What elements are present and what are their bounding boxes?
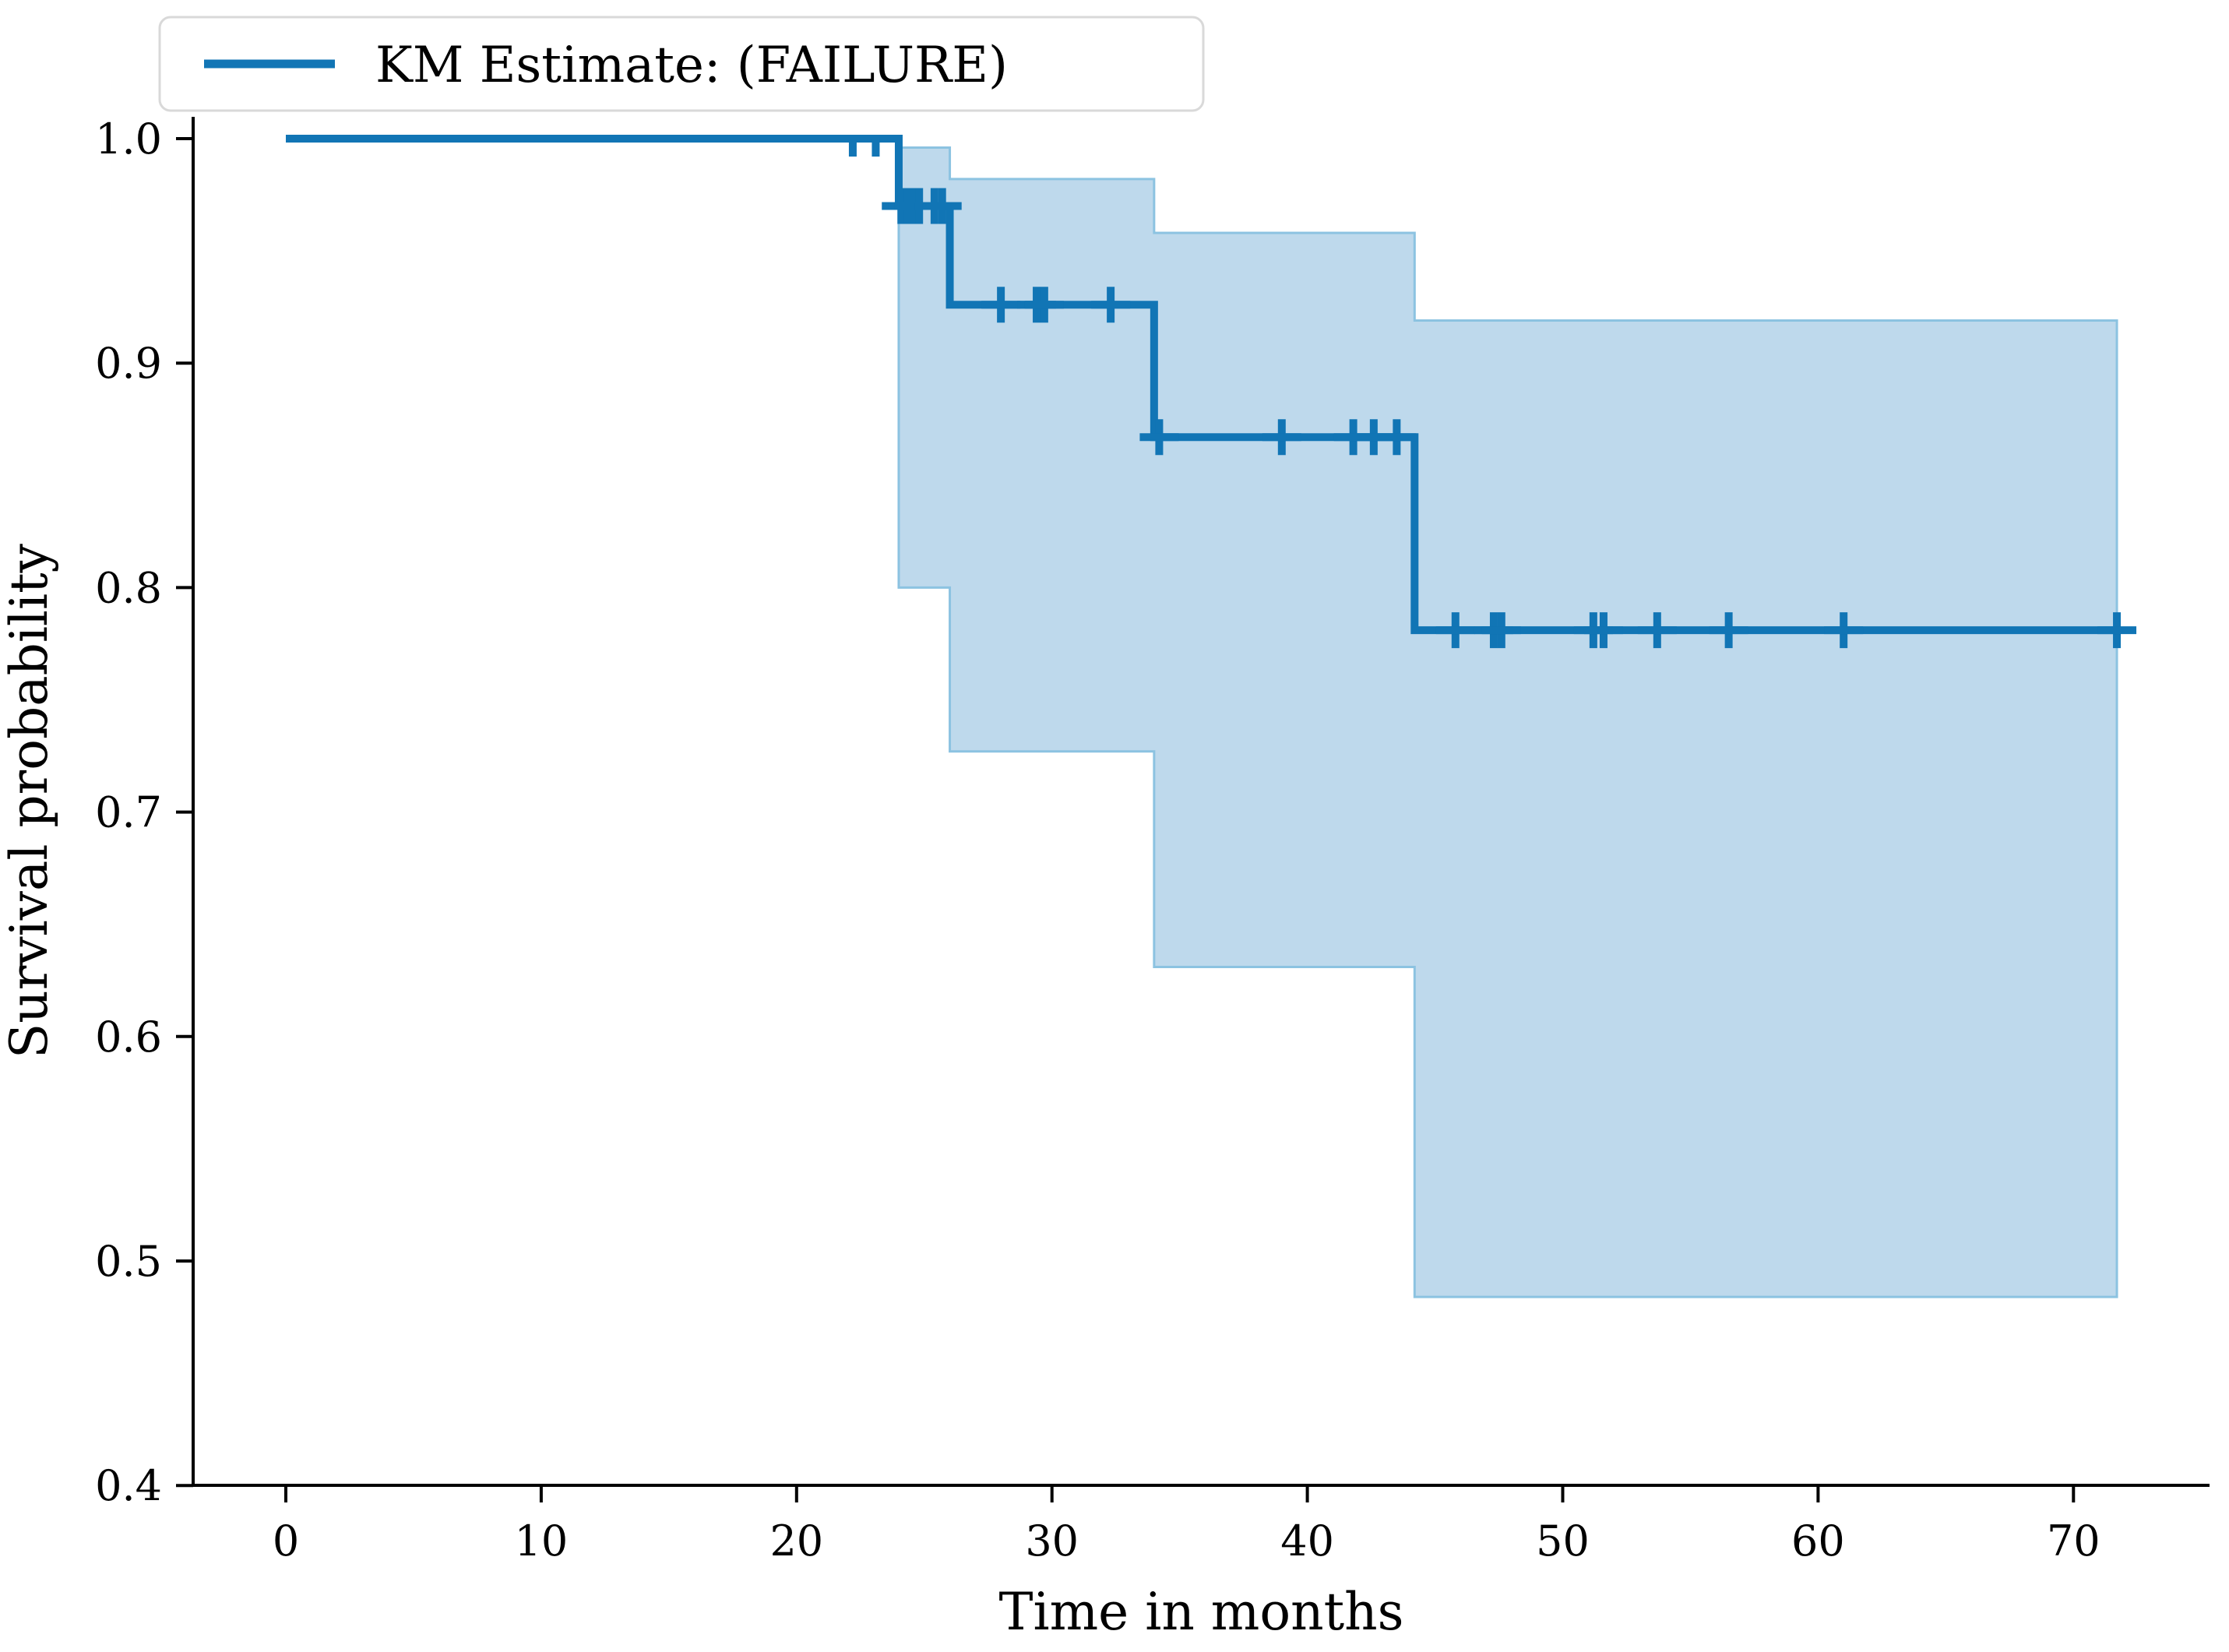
y-tick-label: 0.4 — [95, 1461, 162, 1510]
y-tick-label: 0.8 — [95, 563, 162, 612]
x-tick-label: 70 — [2047, 1516, 2100, 1566]
x-tick-label: 60 — [1791, 1516, 1845, 1566]
x-tick-label: 0 — [273, 1516, 299, 1566]
y-tick-label: 0.5 — [95, 1237, 162, 1286]
y-tick-label: 0.6 — [95, 1013, 162, 1062]
y-tick-label: 1.0 — [95, 114, 162, 164]
x-tick-label: 50 — [1536, 1516, 1590, 1566]
legend-box — [158, 16, 1205, 112]
x-tick-label: 20 — [769, 1516, 823, 1566]
legend-label: KM Estimate: (FAILURE) — [375, 37, 1008, 94]
confidence-band — [897, 146, 2118, 1298]
y-axis-ticks: 1.0 0.9 0.8 0.7 0.6 0.5 0.4 — [95, 114, 193, 1510]
censor-marks — [848, 139, 2137, 649]
y-tick-label: 0.9 — [95, 339, 162, 388]
y-axis-title: Survival probability — [0, 543, 59, 1058]
x-tick-label: 10 — [515, 1516, 569, 1566]
x-tick-label: 30 — [1025, 1516, 1079, 1566]
x-tick-label: 40 — [1280, 1516, 1334, 1566]
y-tick-label: 0.7 — [95, 788, 162, 837]
legend: KM Estimate: (FAILURE) — [158, 16, 1205, 112]
x-axis-ticks: 0 10 20 30 40 50 60 70 — [273, 1485, 2100, 1566]
x-axis-title: Time in months — [998, 1582, 1403, 1642]
